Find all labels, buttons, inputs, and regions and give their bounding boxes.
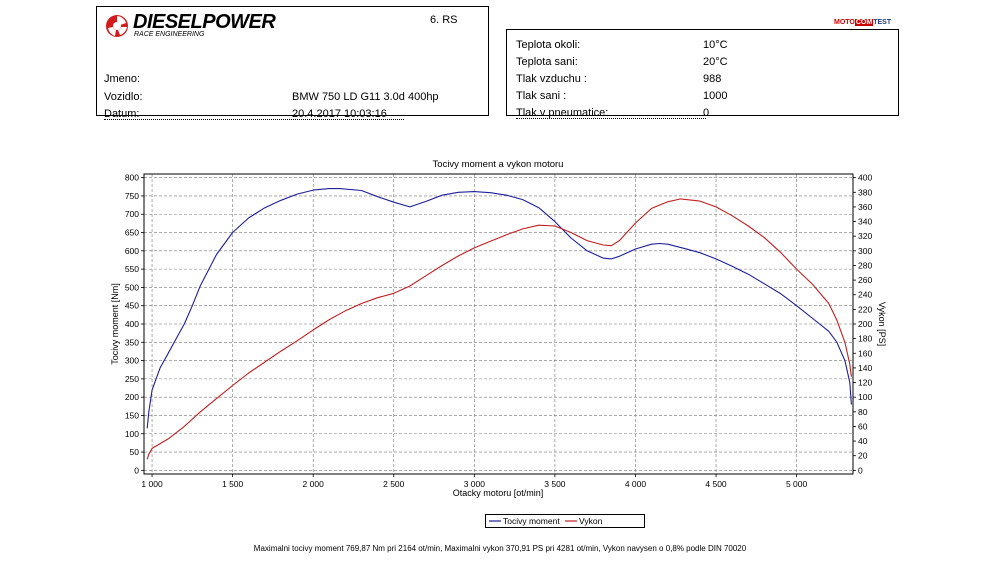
power-series-line — [146, 198, 852, 460]
y-tick-label: 350 — [125, 337, 139, 347]
intake-temp-value: 20°C — [703, 56, 728, 68]
x-tick-label: 3 000 — [464, 479, 486, 489]
y2-tick-label: 240 — [858, 290, 872, 300]
y-axis-label: Tocivy moment [Nm] — [110, 283, 120, 365]
conditions-panel — [506, 29, 899, 116]
intake-pressure-value: 1000 — [703, 90, 728, 102]
x-tick-label: 4 500 — [705, 479, 727, 489]
x-tick-label: 2 000 — [303, 479, 325, 489]
ambient-temp-label: Teplota okoli: — [516, 39, 581, 51]
y-tick-label: 450 — [125, 301, 139, 311]
y-tick-label: 0 — [134, 465, 139, 475]
y2-tick-label: 160 — [858, 348, 872, 358]
y2-tick-label: 280 — [858, 260, 872, 270]
y2-tick-label: 360 — [858, 202, 872, 212]
x-tick-label: 4 000 — [625, 479, 647, 489]
vehicle-value: BMW 750 LD G11 3.0d 400hp — [292, 91, 439, 103]
right-axis-ticks: 0 20 40 60 80 100 120 140 160 180 200 220 240 260 280 3… — [853, 173, 872, 475]
legend-torque-label: Tocivy moment — [503, 516, 560, 526]
y-tick-label: 800 — [125, 173, 139, 183]
x-tick-label: 2 500 — [383, 479, 405, 489]
x-axis-label: Otacky motoru [ot/min] — [453, 488, 544, 498]
y2-tick-label: 40 — [858, 436, 868, 446]
x-axis-ticks: 1 000 1 500 2 000 2 500 3 000 3 500 4 000 4 500… — [141, 474, 808, 489]
torque-series-line — [146, 188, 852, 429]
motocomtest-logo: MOTOCOMTEST — [834, 19, 892, 26]
y-tick-label: 300 — [125, 356, 139, 366]
y2-tick-label: 140 — [858, 363, 872, 373]
vehicle-label: Vozidlo: — [104, 91, 143, 103]
series — [146, 188, 852, 460]
air-pressure-value: 988 — [703, 73, 722, 85]
y2-tick-label: 300 — [858, 246, 872, 256]
y-tick-label: 500 — [125, 282, 139, 292]
y-tick-label: 250 — [125, 374, 139, 384]
x-tick-label: 1 500 — [222, 479, 244, 489]
y2-tick-label: 100 — [858, 392, 872, 402]
y2-tick-label: 220 — [858, 304, 872, 314]
y2-tick-label: 20 — [858, 451, 868, 461]
intake-temp-label: Teplota sani: — [516, 56, 578, 68]
y-tick-label: 550 — [125, 264, 139, 274]
brand-subtitle: RACE ENGINEERING — [134, 31, 205, 38]
x-tick-label: 1 000 — [141, 479, 163, 489]
y-tick-label: 100 — [125, 429, 139, 439]
tire-pressure-label: Tlak v pneumatice: — [516, 107, 609, 119]
y2-tick-label: 200 — [858, 319, 872, 329]
y2-tick-label: 320 — [858, 231, 872, 241]
y2-tick-label: 120 — [858, 378, 872, 388]
date-underline — [104, 119, 404, 120]
y2-tick-label: 60 — [858, 421, 868, 431]
y-tick-label: 200 — [125, 392, 139, 402]
y-tick-label: 400 — [125, 319, 139, 329]
ambient-temp-value: 10°C — [703, 39, 728, 51]
brand-name: DIESELPOWER — [133, 11, 276, 33]
date-label: Datum: — [104, 108, 140, 120]
legend-power-label: Vykon — [579, 516, 603, 526]
date-value: 20.4.2017 10:03:16 — [292, 108, 387, 120]
name-label: Jmeno: — [104, 73, 141, 85]
y2-tick-label: 340 — [858, 217, 872, 227]
turbo-logo-icon — [106, 15, 128, 37]
y2-tick-label: 380 — [858, 187, 872, 197]
y2-tick-label: 400 — [858, 173, 872, 183]
summary-footer: Maximalni tocivy moment 769,87 Nm pri 21… — [253, 544, 747, 553]
intake-pressure-label: Tlak sani : — [516, 90, 567, 102]
vehicle-info-panel — [96, 6, 489, 116]
left-axis-ticks: 0 50 100 150 200 250 300 350 400 450 500 550 600 650 7… — [125, 173, 144, 475]
y-tick-label: 150 — [125, 410, 139, 420]
x-tick-label: 5 000 — [786, 479, 808, 489]
air-pressure-label: Tlak vzduchu : — [516, 73, 587, 85]
y-tick-label: 700 — [125, 209, 139, 219]
y2-tick-label: 260 — [858, 275, 872, 285]
y2-tick-label: 80 — [858, 407, 868, 417]
y-tick-label: 50 — [130, 447, 140, 457]
y-tick-label: 750 — [125, 191, 139, 201]
grid — [144, 174, 853, 474]
x-tick-label: 3 500 — [544, 479, 566, 489]
tire-pressure-value: 0 — [703, 107, 710, 119]
chart-legend: Tocivy moment Vykon — [485, 514, 645, 528]
test-number: 6. RS — [430, 14, 458, 26]
y2-tick-label: 0 — [858, 465, 863, 475]
tire-pressure-underline — [516, 118, 706, 119]
y2-tick-label: 180 — [858, 334, 872, 344]
y2-axis-label: Vykon [PS] — [877, 302, 887, 346]
y-tick-label: 600 — [125, 246, 139, 256]
y-tick-label: 650 — [125, 228, 139, 238]
chart-title: Tocivy moment a vykon motoru — [433, 159, 564, 170]
